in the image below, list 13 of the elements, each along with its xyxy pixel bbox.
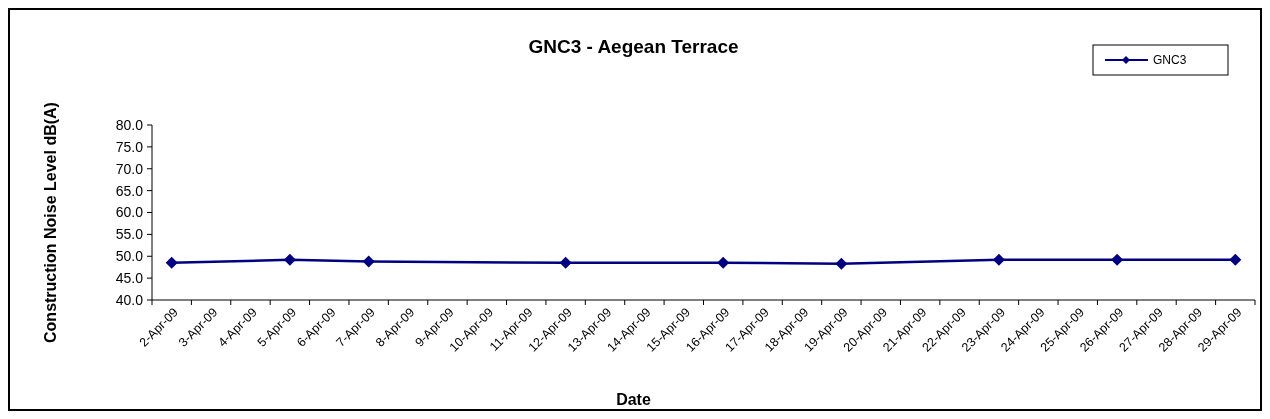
y-tick-label: 45.0 (115, 270, 144, 287)
legend-label: GNC3 (1153, 53, 1187, 68)
x-axis-title: Date (616, 391, 651, 408)
y-tick-label: 40.0 (115, 291, 144, 308)
y-axis-title: Construction Noise Level dB(A) (42, 102, 59, 343)
y-tick-label: 50.0 (115, 248, 144, 265)
y-tick-label: 55.0 (115, 226, 144, 243)
y-tick-label: 75.0 (115, 138, 144, 155)
y-tick-label: 65.0 (115, 182, 144, 199)
chart-title: GNC3 - Aegean Terrace (528, 36, 739, 57)
y-tick-label: 70.0 (115, 160, 144, 177)
y-tick-label: 80.0 (115, 116, 144, 133)
y-tick-label: 60.0 (115, 204, 144, 221)
